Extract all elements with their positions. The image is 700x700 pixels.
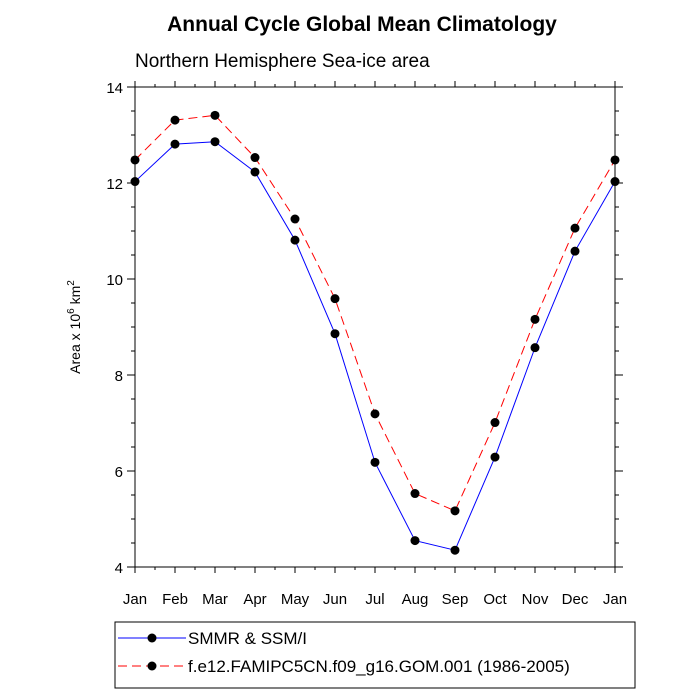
data-point xyxy=(290,214,300,224)
legend-marker-smmr xyxy=(147,633,157,643)
series-layer xyxy=(130,110,620,555)
data-point xyxy=(330,329,340,339)
legend-box xyxy=(114,621,636,689)
chart-subtitle: Northern Hemisphere Sea-ice area xyxy=(135,51,430,72)
data-point xyxy=(570,246,580,256)
y-tick-label: 8 xyxy=(115,368,123,385)
data-point xyxy=(370,457,380,467)
data-point xyxy=(410,536,420,546)
y-tick-label: 12 xyxy=(106,176,123,193)
legend-label-model: f.e12.FAMIPC5CN.f09_g16.GOM.001 (1986-20… xyxy=(188,657,570,676)
x-tick-label: Aug xyxy=(402,591,429,608)
data-point xyxy=(250,167,260,177)
data-point xyxy=(410,489,420,499)
x-tick-label: Jul xyxy=(365,591,384,608)
series-line-0 xyxy=(134,141,616,551)
x-tick-label: Feb xyxy=(162,591,188,608)
data-point xyxy=(450,545,460,555)
x-tick-label: Apr xyxy=(243,591,266,608)
y-tick-label: 6 xyxy=(115,464,123,481)
data-point xyxy=(210,137,220,147)
x-tick-label: Jun xyxy=(323,591,347,608)
data-point xyxy=(370,409,380,419)
x-tick-label: Jan xyxy=(603,591,627,608)
data-point xyxy=(570,223,580,233)
legend: SMMR & SSM/I f.e12.FAMIPC5CN.f09_g16.GOM… xyxy=(114,621,636,689)
x-tick-label: Oct xyxy=(483,591,507,608)
data-point xyxy=(250,153,260,163)
data-point xyxy=(490,452,500,462)
x-tick-label: Jan xyxy=(123,591,147,608)
y-tick-label: 10 xyxy=(106,272,123,289)
axis-ticks xyxy=(127,81,623,573)
plot-frame xyxy=(134,86,616,568)
data-point xyxy=(210,110,220,120)
x-tick-label: Mar xyxy=(202,591,228,608)
legend-marker-model xyxy=(147,661,157,671)
series-line-1 xyxy=(134,114,616,512)
x-tick-label: Sep xyxy=(442,591,469,608)
legend-label-smmr: SMMR & SSM/I xyxy=(188,629,307,648)
chart-title: Annual Cycle Global Mean Climatology xyxy=(167,13,557,36)
data-point xyxy=(530,343,540,353)
x-tick-label: Nov xyxy=(522,591,549,608)
data-point xyxy=(490,418,500,428)
data-point xyxy=(530,314,540,324)
data-point xyxy=(330,294,340,304)
data-point xyxy=(170,139,180,149)
data-point xyxy=(290,235,300,245)
y-tick-label: 14 xyxy=(106,80,123,97)
y-tick-label: 4 xyxy=(115,560,123,577)
y-axis-label: Area x 106 km2 xyxy=(66,280,83,374)
data-point xyxy=(450,506,460,516)
y-tick-labels: 4 6 8 10 12 14 xyxy=(106,80,123,577)
x-tick-labels: Jan Feb Mar Apr May Jun Jul Aug Sep Oct Nov Dec Jan xyxy=(123,591,627,608)
x-tick-label: May xyxy=(281,591,310,608)
data-point xyxy=(170,115,180,125)
x-tick-label: Dec xyxy=(562,591,589,608)
